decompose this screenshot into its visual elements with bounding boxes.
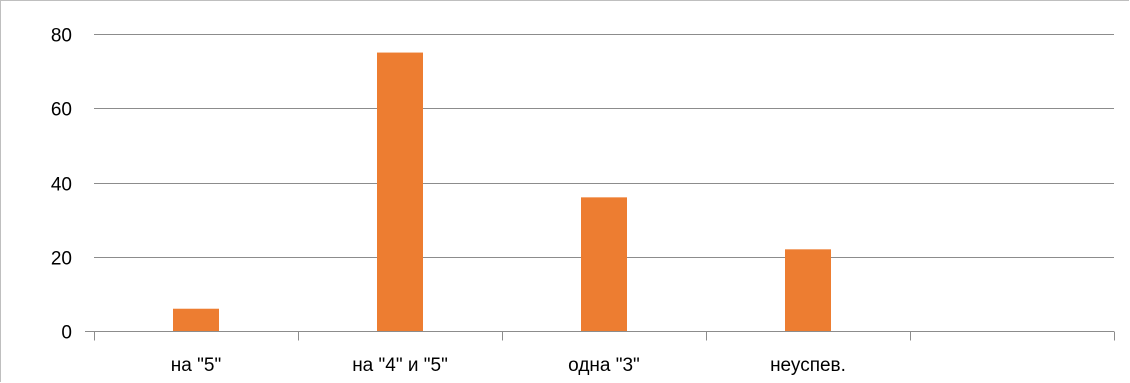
y-tick-label: 80 xyxy=(51,26,72,47)
y-tick-label: 60 xyxy=(51,100,72,121)
bars xyxy=(173,52,831,331)
bar xyxy=(581,197,627,331)
y-axis-ticks: 0 20 40 60 80 xyxy=(51,26,72,344)
category-label: неуспев. xyxy=(770,355,846,376)
bar xyxy=(173,308,219,331)
category-labels: на "5" на "4" и "5" одна "3" неуспев. xyxy=(171,355,846,376)
bar xyxy=(785,249,831,331)
category-label: на "5" xyxy=(171,355,221,376)
y-tick-label: 40 xyxy=(51,175,72,196)
bar xyxy=(377,52,423,331)
y-tick-label: 20 xyxy=(51,249,72,270)
x-axis xyxy=(85,331,1115,341)
y-tick-label: 0 xyxy=(61,323,72,344)
category-label: одна "3" xyxy=(568,355,640,376)
category-label: на "4" и "5" xyxy=(352,355,448,376)
